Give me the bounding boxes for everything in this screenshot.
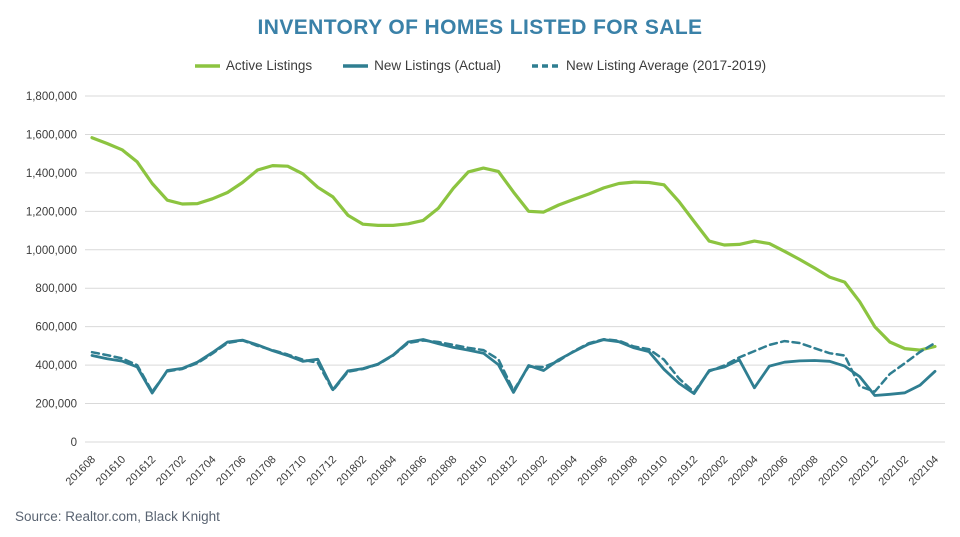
x-tick-label: 201612	[124, 454, 158, 488]
chart-legend: Active Listings New Listings (Actual) Ne…	[0, 58, 960, 73]
x-tick-label: 201910	[636, 454, 670, 488]
x-tick-label: 201908	[606, 454, 640, 488]
x-tick-label: 202104	[907, 454, 941, 488]
y-tick-label: 1,600,000	[26, 129, 77, 141]
y-tick-label: 0	[71, 437, 77, 449]
x-tick-label: 201708	[244, 454, 278, 488]
y-tick-label: 1,800,000	[26, 91, 77, 103]
legend-label-new-listing-average: New Listing Average (2017-2019)	[565, 58, 767, 73]
y-tick-label: 1,000,000	[26, 245, 77, 257]
series-new-listings-actual	[90, 338, 937, 397]
y-tick-label: 200,000	[35, 399, 77, 411]
y-axis-labels: 0 200,000 400,000 600,000 800,000 1,000,000 1,…	[26, 91, 77, 449]
x-tick-label: 201702	[154, 454, 188, 488]
series-new-listing-average-2017-2019	[90, 337, 937, 394]
x-axis-labels: 2016082016102016122017022017042017062017…	[64, 454, 941, 488]
x-tick-label: 201902	[515, 454, 549, 488]
gridlines	[85, 95, 945, 443]
x-tick-label: 201712	[305, 454, 339, 488]
x-tick-label: 201710	[274, 454, 308, 488]
y-tick-label: 600,000	[35, 322, 77, 334]
x-tick-label: 202006	[756, 454, 790, 488]
x-tick-label: 202002	[696, 454, 730, 488]
x-tick-label: 201804	[365, 454, 399, 488]
source-note: Source: Realtor.com, Black Knight	[15, 509, 220, 524]
x-tick-label: 201610	[94, 454, 128, 488]
x-tick-label: 202102	[877, 454, 911, 488]
x-tick-label: 202008	[786, 454, 820, 488]
x-tick-label: 201808	[425, 454, 459, 488]
x-tick-label: 201802	[335, 454, 369, 488]
x-tick-label: 201810	[455, 454, 489, 488]
x-tick-label: 201706	[214, 454, 248, 488]
x-tick-label: 202010	[816, 454, 850, 488]
legend-item-new-listings-actual: New Listings (Actual)	[342, 58, 501, 73]
y-tick-label: 1,200,000	[26, 206, 77, 218]
new-listing-average-dashed-swatch	[531, 63, 560, 68]
legend-label-active-listings: Active Listings	[225, 58, 313, 73]
legend-label-new-listings-actual: New Listings (Actual)	[374, 58, 501, 73]
x-tick-label: 201912	[666, 454, 700, 488]
y-tick-label: 800,000	[35, 283, 77, 295]
y-tick-label: 1,400,000	[26, 168, 77, 180]
x-tick-label: 201806	[395, 454, 429, 488]
chart-title: INVENTORY OF HOMES LISTED FOR SALE	[257, 16, 703, 39]
new-listings-actual-line-swatch	[343, 63, 369, 68]
legend-item-active-listings: Active Listings	[194, 58, 312, 73]
x-tick-label: 201608	[64, 454, 98, 488]
y-tick-label: 400,000	[35, 360, 77, 372]
active-listings-line-swatch	[194, 63, 220, 68]
x-tick-label: 201906	[575, 454, 609, 488]
x-tick-label: 202012	[846, 454, 880, 488]
x-tick-label: 201704	[184, 454, 218, 488]
x-tick-label: 201904	[545, 454, 579, 488]
x-tick-label: 202004	[726, 454, 760, 488]
series-active-listings	[90, 136, 937, 352]
x-tick-label: 201812	[485, 454, 519, 488]
legend-item-new-listing-average: New Listing Average (2017-2019)	[531, 58, 766, 73]
